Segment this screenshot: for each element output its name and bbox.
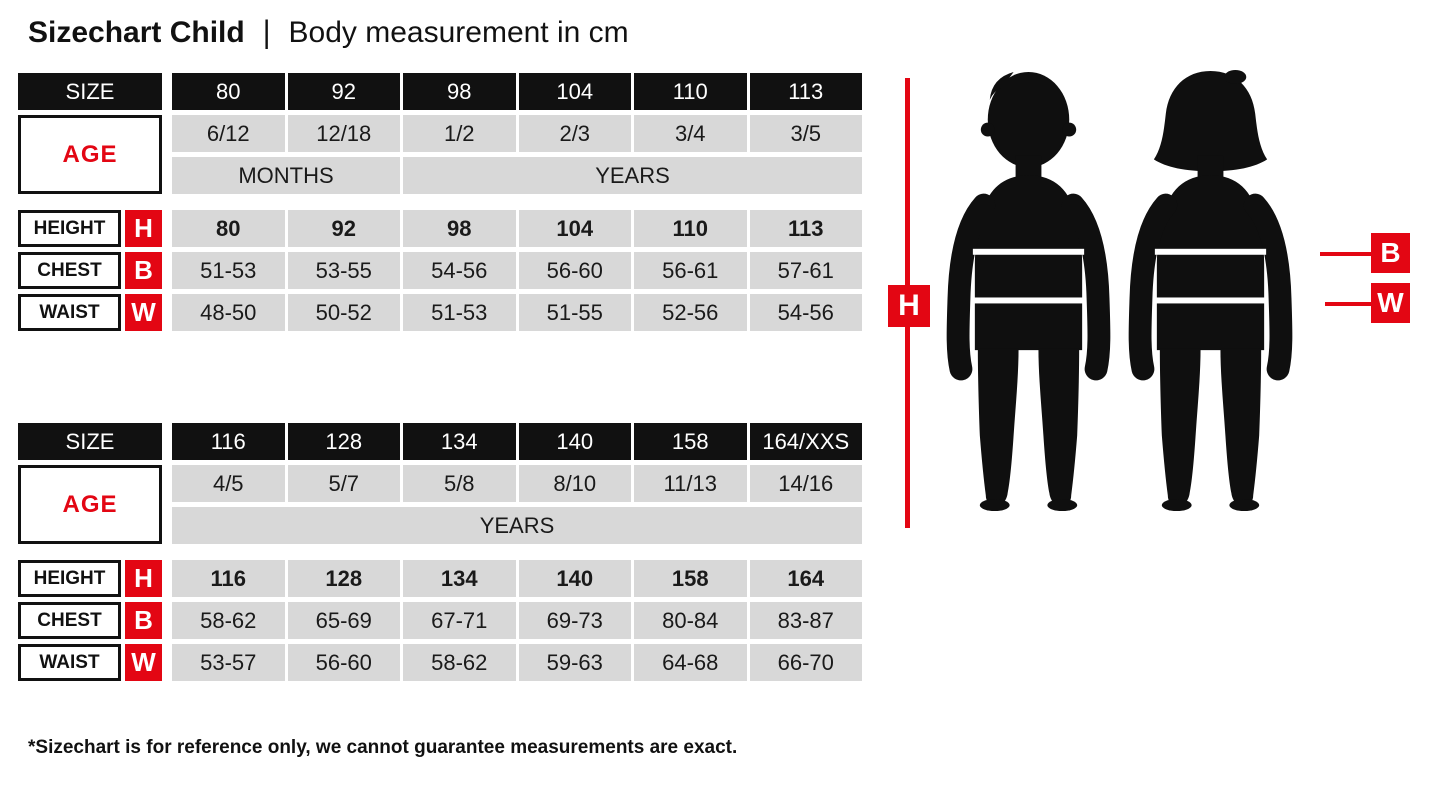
size-row-label: SIZE	[18, 423, 162, 460]
chest-value: 67-71	[403, 602, 516, 639]
chest-value: 80-84	[634, 602, 747, 639]
chest-row-label: CHEST	[18, 252, 121, 289]
height-value: 113	[749, 210, 862, 247]
size-value: 116	[172, 423, 285, 460]
age-value: 5/7	[287, 465, 400, 502]
waist-value: 56-60	[287, 644, 400, 681]
waist-value: 64-68	[634, 644, 747, 681]
age-value: 3/5	[749, 115, 862, 152]
height-value: 92	[287, 210, 400, 247]
title-subtitle: Body measurement in cm	[288, 16, 629, 49]
height-row-label: HEIGHT	[18, 560, 121, 597]
waist-value: 53-57	[172, 644, 285, 681]
height-value: 104	[518, 210, 631, 247]
height-value: 158	[634, 560, 747, 597]
height-value: 128	[287, 560, 400, 597]
chest-value: 57-61	[749, 252, 862, 289]
chest-measure-line	[1320, 252, 1371, 256]
age-value: 8/10	[518, 465, 631, 502]
waist-marker-chip: W	[125, 644, 162, 681]
chest-value: 51-53	[172, 252, 285, 289]
age-unit-years: YEARS	[172, 507, 862, 544]
height-value: 116	[172, 560, 285, 597]
size-table-toddler: SIZE 80 92 98 104 110 113 AGE 6/12 12/18…	[18, 73, 862, 331]
size-row-label: SIZE	[18, 73, 162, 110]
chest-value: 58-62	[172, 602, 285, 639]
age-row-label: AGE	[18, 465, 162, 544]
age-unit-years: YEARS	[403, 157, 862, 194]
waist-value: 51-53	[403, 294, 516, 331]
waist-value: 51-55	[518, 294, 631, 331]
size-value: 134	[403, 423, 516, 460]
age-value: 6/12	[172, 115, 285, 152]
waist-value: 58-62	[403, 644, 516, 681]
waist-value: 50-52	[287, 294, 400, 331]
height-value: 80	[172, 210, 285, 247]
height-value: 110	[634, 210, 747, 247]
chest-value: 65-69	[287, 602, 400, 639]
height-marker-chip: H	[888, 285, 930, 327]
size-value: 104	[518, 73, 631, 110]
girl-silhouette-icon	[1128, 69, 1293, 512]
height-value: 164	[749, 560, 862, 597]
height-marker-chip: H	[125, 210, 162, 247]
size-value: 113	[749, 73, 862, 110]
age-value: 14/16	[749, 465, 862, 502]
waist-value: 59-63	[518, 644, 631, 681]
size-value: 140	[518, 423, 631, 460]
chest-value: 56-61	[634, 252, 747, 289]
age-value: 5/8	[403, 465, 516, 502]
age-value: 1/2	[403, 115, 516, 152]
size-value: 164/XXS	[749, 423, 862, 460]
height-value: 98	[403, 210, 516, 247]
size-table-kids: SIZE 116 128 134 140 158 164/XXS AGE 4/5…	[18, 423, 862, 681]
size-value: 128	[287, 423, 400, 460]
waist-row-label: WAIST	[18, 644, 121, 681]
waist-value: 52-56	[634, 294, 747, 331]
waist-value: 54-56	[749, 294, 862, 331]
chest-value: 83-87	[749, 602, 862, 639]
measurement-figure: H	[885, 60, 1425, 620]
age-value: 2/3	[518, 115, 631, 152]
age-value: 4/5	[172, 465, 285, 502]
page-title: Sizechart Child | Body measurement in cm	[28, 15, 629, 50]
height-marker-chip: H	[125, 560, 162, 597]
chest-value: 69-73	[518, 602, 631, 639]
waist-value: 48-50	[172, 294, 285, 331]
chest-value: 53-55	[287, 252, 400, 289]
height-row-label: HEIGHT	[18, 210, 121, 247]
age-value: 11/13	[634, 465, 747, 502]
size-value: 110	[634, 73, 747, 110]
title-separator: |	[262, 15, 271, 50]
chest-marker-chip: B	[125, 252, 162, 289]
waist-marker-chip: W	[1371, 283, 1410, 323]
size-value: 98	[403, 73, 516, 110]
size-value: 158	[634, 423, 747, 460]
title-main: Sizechart Child	[28, 16, 245, 49]
chest-row-label: CHEST	[18, 602, 121, 639]
waist-measure-line	[1325, 302, 1371, 306]
chest-value: 54-56	[403, 252, 516, 289]
age-value: 12/18	[287, 115, 400, 152]
disclaimer-footnote: *Sizechart is for reference only, we can…	[28, 737, 738, 758]
height-value: 140	[518, 560, 631, 597]
chest-value: 56-60	[518, 252, 631, 289]
size-value: 80	[172, 73, 285, 110]
size-value: 92	[287, 73, 400, 110]
boy-silhouette-icon	[946, 71, 1111, 512]
chest-marker-chip: B	[125, 602, 162, 639]
age-unit-months: MONTHS	[172, 157, 400, 194]
height-value: 134	[403, 560, 516, 597]
waist-row-label: WAIST	[18, 294, 121, 331]
waist-marker-chip: W	[125, 294, 162, 331]
waist-value: 66-70	[749, 644, 862, 681]
chest-marker-chip: B	[1371, 233, 1410, 273]
age-value: 3/4	[634, 115, 747, 152]
age-row-label: AGE	[18, 115, 162, 194]
